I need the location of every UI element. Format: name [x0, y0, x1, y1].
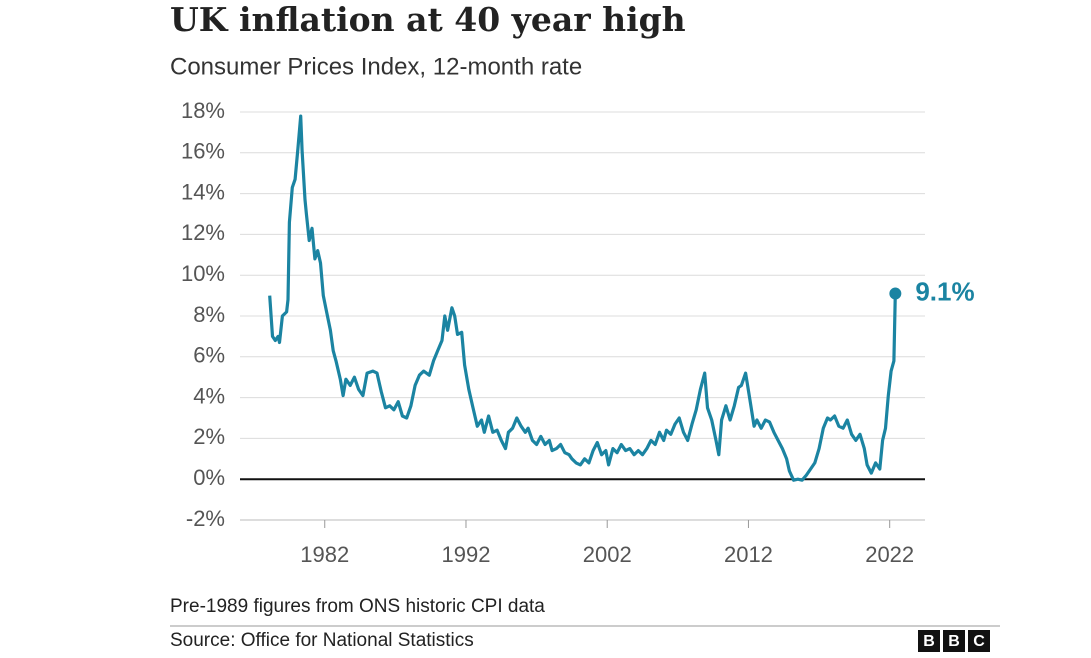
x-tick-label: 1992	[442, 542, 491, 567]
x-tick-label: 2012	[724, 542, 773, 567]
end-label: 9.1%	[915, 276, 974, 306]
y-tick-label: 6%	[193, 343, 225, 368]
x-tick-label: 2002	[583, 542, 632, 567]
y-tick-label: 10%	[181, 261, 225, 286]
source: Source: Office for National Statistics	[170, 630, 474, 651]
y-tick-label: 14%	[181, 179, 225, 204]
logo-letter: B	[923, 633, 935, 650]
y-tick-label: -2%	[186, 506, 225, 531]
chart-title: UK inflation at 40 year high	[170, 0, 686, 39]
y-tick-label: 2%	[193, 424, 225, 449]
chart-subtitle: Consumer Prices Index, 12-month rate	[170, 53, 582, 80]
y-tick-label: 0%	[193, 465, 225, 490]
series-line	[268, 114, 897, 482]
y-tick-label: 8%	[193, 302, 225, 327]
end-point	[889, 287, 902, 300]
y-tick-label: 4%	[193, 383, 225, 408]
y-tick-label: 18%	[181, 98, 225, 123]
logo-letter: B	[948, 633, 960, 650]
x-tick-label: 1982	[300, 542, 349, 567]
y-tick-label: 16%	[181, 139, 225, 164]
y-tick-label: 12%	[181, 220, 225, 245]
logo-box	[943, 630, 965, 652]
logo-box	[968, 630, 990, 652]
x-tick-label: 2022	[865, 542, 914, 567]
logo-letter: C	[973, 633, 985, 650]
logo-box	[918, 630, 940, 652]
footnote: Pre-1989 figures from ONS historic CPI d…	[170, 596, 545, 617]
